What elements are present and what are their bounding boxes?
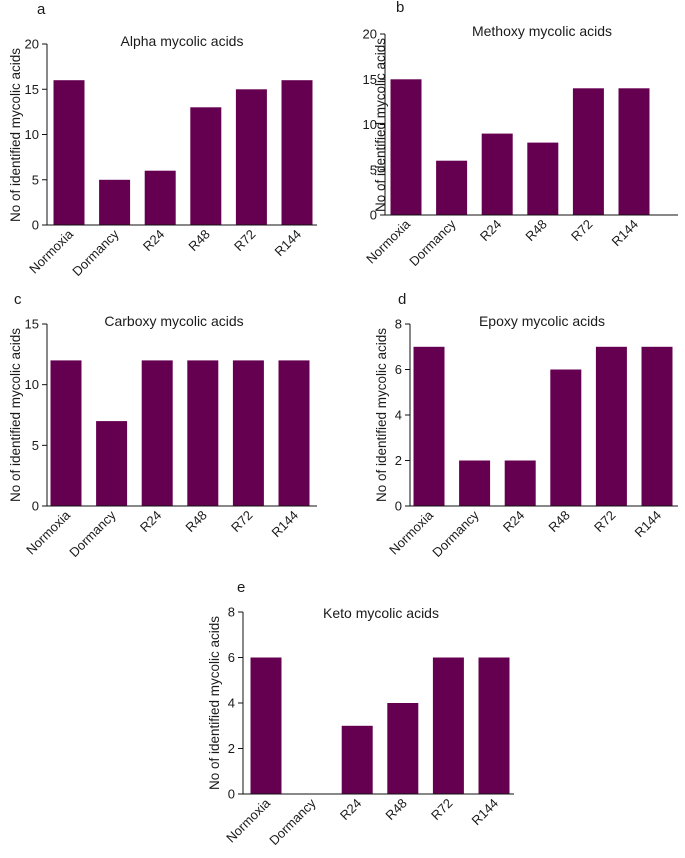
x-tick-label-e-r24: R24 (337, 796, 364, 823)
panel-letter-b: b (396, 0, 404, 16)
x-tick-label-a-r72: R72 (231, 227, 258, 254)
y-tick-label-d-0: 0 (395, 499, 402, 514)
bar-c-r48 (187, 360, 219, 506)
x-tick-label-a-dormancy: Dormancy (69, 226, 122, 279)
x-tick-label-c-r72: R72 (228, 508, 255, 535)
x-tick-label-e-r72: R72 (428, 796, 455, 823)
y-tick-label-d-8: 8 (395, 317, 402, 332)
x-tick-label-d-dormancy: Dormancy (429, 507, 482, 560)
bar-b-dormancy (436, 160, 468, 215)
panel-letter-e: e (237, 579, 245, 596)
bar-a-r144 (281, 80, 313, 225)
x-tick-label-d-r144: R144 (632, 508, 665, 541)
y-tick-label-d-2: 2 (395, 453, 402, 468)
y-tick-label-d-4: 4 (395, 408, 402, 423)
bar-a-r48 (190, 107, 222, 225)
bar-e-r72 (432, 657, 464, 794)
x-tick-label-c-dormancy: Dormancy (66, 507, 119, 560)
y-tick-label-b-0: 0 (370, 208, 377, 223)
chart-title-a: Alpha mycolic acids (121, 33, 244, 49)
panel-letter-d: d (398, 291, 406, 308)
x-tick-label-c-r24: R24 (137, 508, 164, 535)
y-tick-label-e-2: 2 (228, 741, 235, 756)
x-tick-label-a-r24: R24 (140, 227, 167, 254)
x-tick-label-d-r72: R72 (591, 508, 618, 535)
panel-letter-a: a (37, 1, 46, 18)
y-tick-label-b-15: 15 (363, 72, 377, 87)
bar-b-normoxia (390, 79, 422, 216)
x-tick-label-c-r48: R48 (182, 508, 209, 535)
chart-title-b: Methoxy mycolic acids (472, 23, 612, 39)
bar-a-dormancy (99, 179, 131, 226)
y-tick-label-a-15: 15 (25, 82, 39, 97)
bar-d-r144 (641, 346, 673, 507)
x-tick-label-e-dormancy: Dormancy (266, 795, 319, 848)
bar-d-r24 (504, 460, 536, 506)
bar-c-r24 (141, 360, 173, 506)
bar-a-normoxia (53, 80, 85, 225)
chart-title-d: Epoxy mycolic acids (479, 313, 605, 329)
bar-b-r144 (618, 88, 650, 215)
bar-c-dormancy (96, 421, 128, 506)
x-tick-label-b-r72: R72 (568, 217, 595, 244)
x-tick-label-d-r48: R48 (545, 508, 572, 535)
chart-panel-c: c Carboxy mycolic acids No of identified m… (8, 291, 317, 560)
y-tick-label-d-6: 6 (395, 362, 402, 377)
y-tick-label-c-15: 15 (25, 317, 39, 332)
y-axis-label-d: No of identified mycolic acids (374, 328, 389, 502)
y-tick-label-e-0: 0 (228, 787, 235, 802)
x-tick-label-e-r144: R144 (469, 796, 502, 829)
bar-d-normoxia (413, 346, 445, 507)
x-tick-label-a-r144: R144 (272, 227, 305, 260)
bar-b-r24 (481, 133, 513, 215)
bar-e-r144 (478, 657, 510, 794)
chart-panel-e: e Keto mycolic acids No of identified myco… (207, 579, 514, 848)
x-tick-label-b-r144: R144 (609, 217, 642, 250)
y-tick-label-c-10: 10 (25, 377, 39, 392)
x-tick-label-a-r48: R48 (185, 227, 212, 254)
y-tick-label-b-20: 20 (363, 27, 377, 42)
y-tick-label-b-5: 5 (370, 162, 377, 177)
bar-e-normoxia (250, 657, 282, 794)
y-tick-label-a-10: 10 (25, 127, 39, 142)
bar-e-r48 (387, 703, 419, 794)
bar-c-normoxia (50, 360, 82, 506)
y-tick-label-a-0: 0 (32, 218, 39, 233)
y-tick-label-e-8: 8 (228, 605, 235, 620)
chart-panel-a: a Alpha mycolic acids No of identified myc… (8, 1, 317, 279)
x-tick-label-d-r24: R24 (500, 508, 527, 535)
y-axis-label-c: No of identified mycolic acids (8, 328, 23, 502)
bar-d-r72 (595, 346, 627, 507)
bar-a-r72 (235, 89, 267, 226)
bar-c-r144 (278, 360, 310, 506)
x-tick-label-c-r144: R144 (269, 508, 302, 541)
x-tick-label-b-dormancy: Dormancy (406, 216, 459, 269)
y-axis-label-e: No of identified mycolic acids (207, 616, 222, 790)
y-tick-label-b-10: 10 (363, 117, 377, 132)
bar-e-r24 (341, 725, 373, 795)
bar-d-dormancy (459, 460, 491, 506)
bar-b-r48 (527, 142, 559, 215)
y-tick-label-e-4: 4 (228, 696, 235, 711)
y-tick-label-a-20: 20 (25, 37, 39, 52)
bar-b-r72 (572, 88, 604, 215)
y-tick-label-e-6: 6 (228, 650, 235, 665)
panel-letter-c: c (14, 291, 22, 308)
chart-title-c: Carboxy mycolic acids (104, 313, 243, 329)
chart-title-e: Keto mycolic acids (323, 605, 439, 621)
x-tick-label-b-r48: R48 (522, 217, 549, 244)
y-tick-label-a-5: 5 (32, 172, 39, 187)
y-tick-label-c-5: 5 (32, 438, 39, 453)
x-tick-label-b-r24: R24 (477, 217, 504, 244)
y-axis-label-a: No of identified mycolic acids (8, 48, 23, 222)
bar-a-r24 (144, 170, 176, 225)
bar-c-r72 (232, 360, 264, 506)
x-tick-label-e-r48: R48 (382, 796, 409, 823)
chart-panel-d: d Epoxy mycolic acids No of identified myc… (374, 291, 678, 560)
bar-d-r48 (550, 369, 582, 506)
y-tick-label-c-0: 0 (32, 499, 39, 514)
